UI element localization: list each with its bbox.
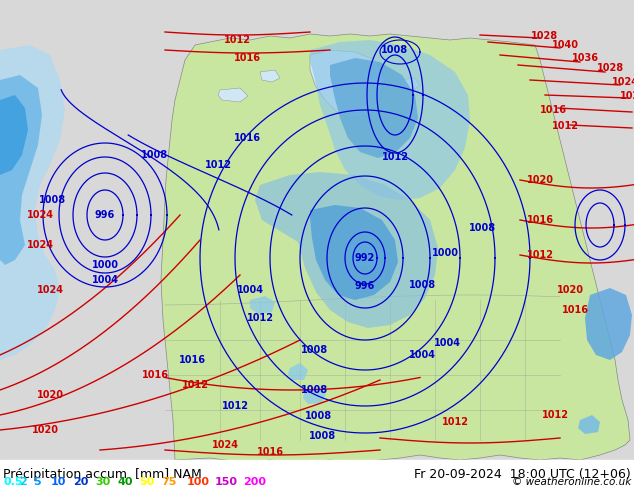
Text: 992: 992 (355, 253, 375, 263)
Text: 1024: 1024 (27, 240, 53, 250)
Text: 1020: 1020 (526, 175, 553, 185)
Text: 1012: 1012 (552, 121, 578, 131)
Text: 996: 996 (95, 210, 115, 220)
Text: 1008: 1008 (39, 195, 67, 205)
Bar (0, 30, 634, 460)
Text: 0.5: 0.5 (3, 477, 22, 487)
Text: 1016: 1016 (540, 105, 567, 115)
Text: 1000: 1000 (432, 248, 458, 258)
Text: 1028: 1028 (597, 63, 624, 73)
Polygon shape (260, 70, 280, 82)
Polygon shape (310, 205, 398, 300)
Text: 1012: 1012 (247, 313, 273, 323)
Text: 1008: 1008 (408, 280, 436, 290)
Text: 5: 5 (33, 477, 41, 487)
Text: 1016: 1016 (257, 447, 283, 457)
Text: 75: 75 (161, 477, 176, 487)
Polygon shape (0, 75, 42, 265)
Text: 1020: 1020 (557, 285, 583, 295)
Text: 1012: 1012 (541, 410, 569, 420)
Text: 1008: 1008 (308, 431, 335, 441)
Text: 1008: 1008 (301, 385, 328, 395)
Text: 1028: 1028 (531, 31, 559, 41)
Bar (0, 460, 634, 490)
Polygon shape (310, 50, 385, 118)
Text: 1024: 1024 (27, 210, 53, 220)
Polygon shape (250, 296, 275, 314)
Text: 1008: 1008 (469, 223, 496, 233)
Text: Fr 20-09-2024  18:00 UTC (12+06): Fr 20-09-2024 18:00 UTC (12+06) (414, 468, 631, 481)
Polygon shape (161, 34, 630, 462)
Polygon shape (0, 95, 28, 175)
Text: 1008: 1008 (304, 411, 332, 421)
Text: 1012: 1012 (221, 401, 249, 411)
Text: 20: 20 (73, 477, 88, 487)
Text: 200: 200 (243, 477, 266, 487)
Text: 1016: 1016 (179, 355, 205, 365)
Text: 1008: 1008 (141, 150, 169, 160)
Text: 1004: 1004 (434, 338, 460, 348)
Text: 1040: 1040 (552, 40, 578, 50)
Polygon shape (310, 40, 470, 200)
Text: 1012: 1012 (224, 35, 250, 45)
Text: 1036: 1036 (571, 53, 598, 63)
Text: Précipitation accum. [mm] NAM: Précipitation accum. [mm] NAM (3, 468, 202, 481)
Polygon shape (303, 386, 326, 404)
Text: © weatheronline.co.uk: © weatheronline.co.uk (512, 477, 631, 487)
Text: 1024: 1024 (212, 440, 238, 450)
Text: 1000: 1000 (91, 260, 119, 270)
Text: 1020: 1020 (32, 425, 58, 435)
Text: 1024: 1024 (612, 77, 634, 87)
Text: 1004: 1004 (236, 285, 264, 295)
Polygon shape (400, 78, 420, 90)
Text: 2: 2 (19, 477, 27, 487)
Text: 1012: 1012 (441, 417, 469, 427)
Text: 1016: 1016 (526, 215, 553, 225)
Polygon shape (288, 363, 308, 380)
Text: 1008: 1008 (382, 45, 408, 55)
Text: 1020: 1020 (37, 390, 63, 400)
Text: 1012: 1012 (181, 380, 209, 390)
Text: 1004: 1004 (408, 350, 436, 360)
Text: 996: 996 (355, 281, 375, 291)
Text: 1024: 1024 (37, 285, 63, 295)
Text: 10: 10 (51, 477, 67, 487)
Text: 1012: 1012 (205, 160, 231, 170)
Text: 1016: 1016 (141, 370, 169, 380)
Polygon shape (345, 242, 385, 268)
Text: 1008: 1008 (301, 345, 328, 355)
Text: 100: 100 (187, 477, 210, 487)
Polygon shape (255, 172, 438, 328)
Polygon shape (330, 58, 418, 158)
Text: 1004: 1004 (91, 275, 119, 285)
Polygon shape (578, 415, 600, 434)
Text: 150: 150 (215, 477, 238, 487)
Text: 1012: 1012 (382, 152, 408, 162)
Polygon shape (585, 288, 632, 360)
Text: 1016: 1016 (562, 305, 588, 315)
Text: 1012: 1012 (526, 250, 553, 260)
Text: 30: 30 (95, 477, 110, 487)
Text: 1016: 1016 (233, 133, 261, 143)
Text: 1020: 1020 (619, 91, 634, 101)
Polygon shape (0, 45, 65, 360)
Text: 1016: 1016 (233, 53, 261, 63)
Text: 40: 40 (117, 477, 133, 487)
Text: 50: 50 (139, 477, 154, 487)
Polygon shape (218, 88, 248, 102)
